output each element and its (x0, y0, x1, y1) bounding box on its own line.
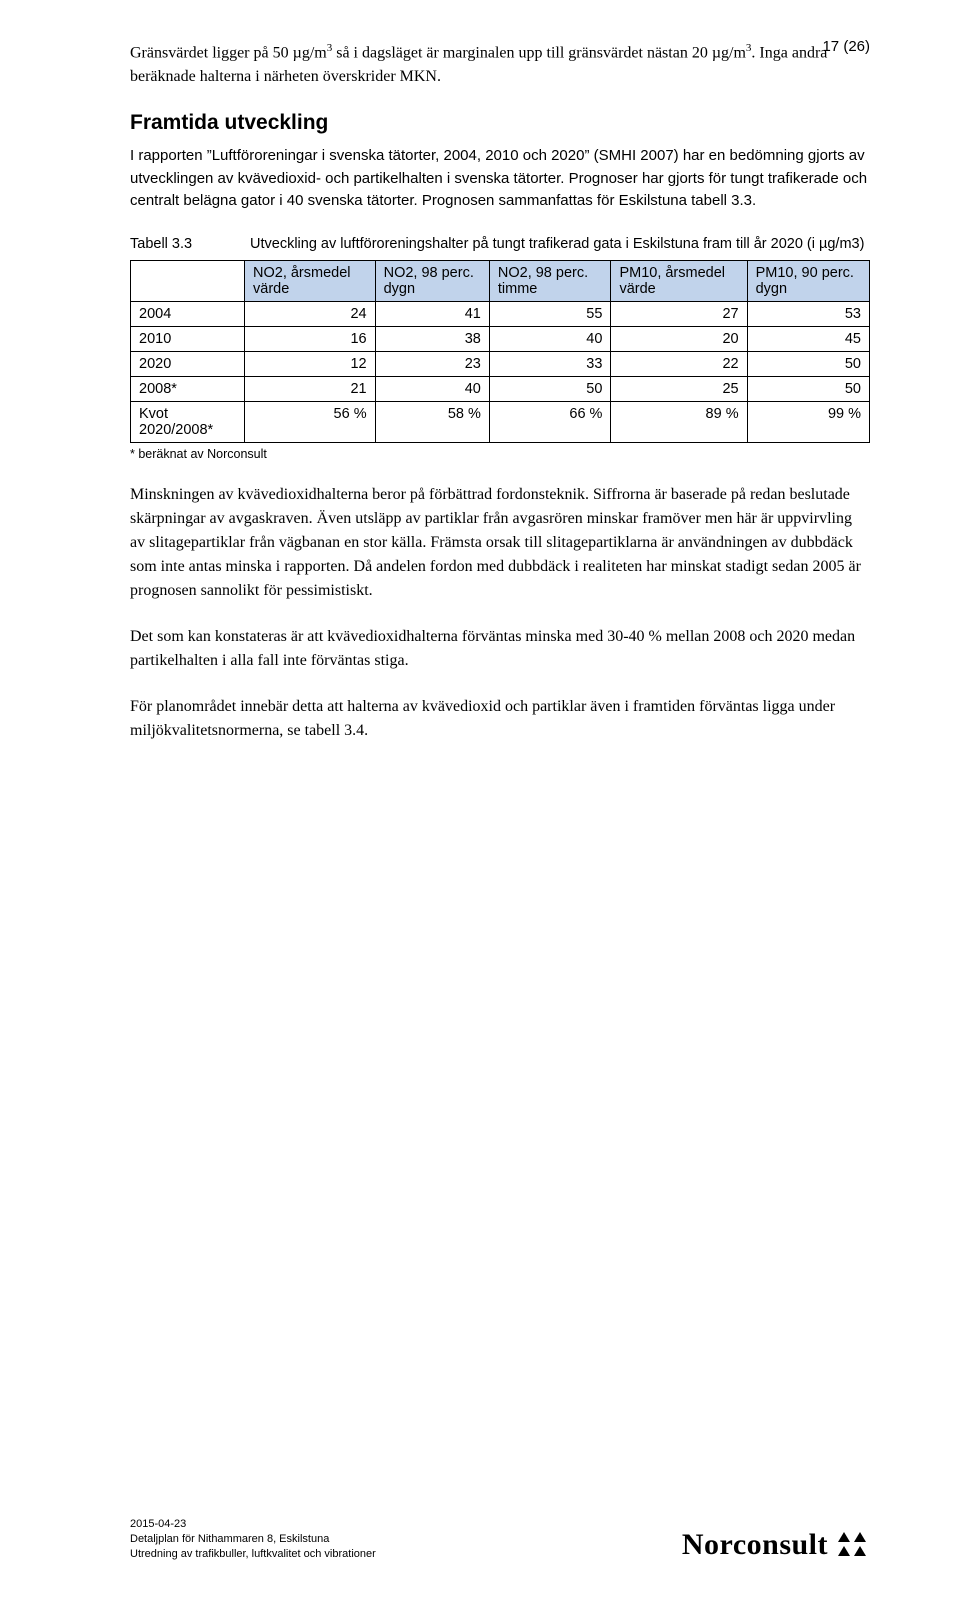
table-header-cell: NO2, årsmedel värde (245, 261, 376, 302)
table-cell: 45 (747, 327, 869, 352)
table-cell: 21 (245, 377, 376, 402)
body-paragraph: Minskningen av kvävedioxidhalterna beror… (130, 483, 870, 603)
table-cell: 22 (611, 352, 747, 377)
table-cell: 99 % (747, 402, 869, 443)
body-paragraphs: Minskningen av kvävedioxidhalterna beror… (130, 483, 870, 743)
table-header-cell: NO2, 98 perc. dygn (375, 261, 489, 302)
table-header-cell: NO2, 98 perc. timme (489, 261, 611, 302)
table-cell: 20 (611, 327, 747, 352)
table-row: 2008*2140502550 (131, 377, 870, 402)
table-cell: 50 (747, 377, 869, 402)
table-row: 20201223332250 (131, 352, 870, 377)
table-cell: 50 (747, 352, 869, 377)
table-cell: 12 (245, 352, 376, 377)
logo-text: Norconsult (682, 1528, 828, 1562)
table-cell: 24 (245, 302, 376, 327)
table-cell: 40 (375, 377, 489, 402)
logo-mark-icon (836, 1530, 870, 1560)
page-footer: 2015-04-23 Detaljplan för Nithammaren 8,… (130, 1517, 870, 1562)
page-number: 17 (26) (822, 38, 870, 55)
table-cell: 33 (489, 352, 611, 377)
footer-project: Detaljplan för Nithammaren 8, Eskilstuna (130, 1532, 376, 1547)
footer-meta: 2015-04-23 Detaljplan för Nithammaren 8,… (130, 1517, 376, 1562)
table-header-cell: PM10, 90 perc. dygn (747, 261, 869, 302)
document-page: 17 (26) Gränsvärdet ligger på 50 µg/m3 s… (0, 0, 960, 1606)
section-heading: Framtida utveckling (130, 111, 870, 135)
table-header-row: NO2, årsmedel värde NO2, 98 perc. dygn N… (131, 261, 870, 302)
table-cell: 16 (245, 327, 376, 352)
table-cell: 53 (747, 302, 869, 327)
body-paragraph: Det som kan konstateras är att kvävediox… (130, 625, 870, 673)
table-cell: 56 % (245, 402, 376, 443)
body-paragraph: För planområdet innebär detta att halter… (130, 695, 870, 743)
table-cell: 89 % (611, 402, 747, 443)
table-header-empty (131, 261, 245, 302)
table-label: Tabell 3.3 (130, 235, 250, 255)
row-label: 2020 (131, 352, 245, 377)
table-header-cell: PM10, årsmedel värde (611, 261, 747, 302)
table-cell: 38 (375, 327, 489, 352)
row-label: 2010 (131, 327, 245, 352)
table-caption-text: Utveckling av luftföroreningshalter på t… (250, 235, 870, 255)
table-caption: Tabell 3.3 Utveckling av luftförorenings… (130, 235, 870, 255)
table-cell: 58 % (375, 402, 489, 443)
table-cell: 27 (611, 302, 747, 327)
data-table: NO2, årsmedel värde NO2, 98 perc. dygn N… (130, 260, 870, 443)
row-label: 2004 (131, 302, 245, 327)
intro-paragraph: Gränsvärdet ligger på 50 µg/m3 så i dags… (130, 40, 870, 89)
table-cell: 25 (611, 377, 747, 402)
table-footnote: * beräknat av Norconsult (130, 447, 870, 461)
table-cell: 50 (489, 377, 611, 402)
table-cell: 40 (489, 327, 611, 352)
table-cell: 41 (375, 302, 489, 327)
table-cell: 23 (375, 352, 489, 377)
table-row: Kvot 2020/2008*56 %58 %66 %89 %99 % (131, 402, 870, 443)
table-head: NO2, årsmedel värde NO2, 98 perc. dygn N… (131, 261, 870, 302)
table-row: 20042441552753 (131, 302, 870, 327)
table-row: 20101638402045 (131, 327, 870, 352)
table-cell: 55 (489, 302, 611, 327)
table-body: 2004244155275320101638402045202012233322… (131, 302, 870, 443)
footer-subtitle: Utredning av trafikbuller, luftkvalitet … (130, 1547, 376, 1562)
row-label: 2008* (131, 377, 245, 402)
section-paragraph: I rapporten ”Luftföroreningar i svenska … (130, 145, 870, 213)
footer-date: 2015-04-23 (130, 1517, 376, 1532)
table-cell: 66 % (489, 402, 611, 443)
company-logo: Norconsult (682, 1528, 870, 1562)
row-label: Kvot 2020/2008* (131, 402, 245, 443)
